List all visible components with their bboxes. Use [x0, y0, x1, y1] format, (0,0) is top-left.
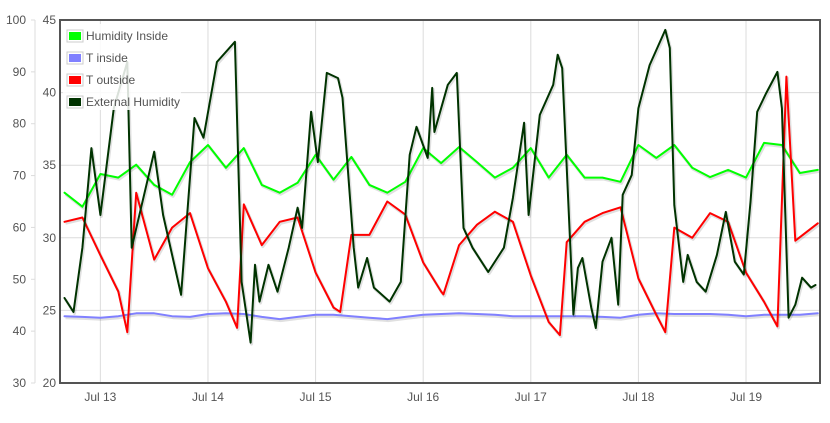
t-outside-line — [63, 75, 819, 337]
humidity-tick-label: 50 — [13, 272, 27, 286]
temperature-axis: 20 25 30 35 40 45 — [43, 13, 57, 390]
external-humidity-line — [63, 28, 817, 344]
legend-label-humidity-inside: Humidity Inside — [86, 29, 168, 43]
plot-frame — [59, 19, 821, 384]
x-axis: Jul 13 Jul 14 Jul 15 Jul 16 Jul 17 Jul 18 Jul … — [84, 390, 762, 404]
humidity-tick-label: 30 — [13, 376, 27, 390]
x-tick-label: Jul 18 — [622, 390, 654, 404]
legend-label-t-outside: T outside — [86, 73, 135, 87]
t-inside-line — [63, 312, 819, 321]
temperature-tick-label: 35 — [43, 158, 57, 172]
x-tick-label: Jul 14 — [192, 390, 224, 404]
x-tick-label: Jul 13 — [84, 390, 116, 404]
humidity-inside-shadow — [64, 142, 820, 210]
humidity-tick-label: 80 — [13, 117, 27, 131]
temperature-tick-label: 20 — [43, 376, 57, 390]
legend-swatch-t-inside — [69, 54, 81, 62]
humidity-tick-label: 100 — [6, 13, 26, 27]
x-tick-label: Jul 16 — [407, 390, 439, 404]
legend-swatch-humidity-inside — [69, 32, 81, 40]
series-group — [63, 28, 820, 346]
x-tick-label: Jul 15 — [300, 390, 332, 404]
humidity-inside-line — [63, 141, 819, 208]
t-inside-shadow — [65, 313, 819, 323]
humidity-tick-label: 90 — [13, 65, 27, 79]
humidity-tick-label: 40 — [13, 324, 27, 338]
legend-swatch-external-humidity — [69, 98, 81, 106]
temperature-tick-label: 25 — [43, 303, 57, 317]
legend-label-t-inside: T inside — [86, 51, 128, 65]
x-tick-label: Jul 19 — [730, 390, 762, 404]
temperature-tick-label: 45 — [43, 13, 57, 27]
temperature-tick-label: 30 — [43, 231, 57, 245]
humidity-axis: 30 40 50 60 70 80 90 100 — [6, 13, 36, 390]
humidity-tick-label: 60 — [13, 220, 27, 234]
x-tick-label: Jul 17 — [515, 390, 547, 404]
t-outside-shadow — [65, 76, 820, 339]
legend-label-external-humidity: External Humidity — [86, 95, 180, 109]
humidity-tick-label: 70 — [13, 169, 27, 183]
legend: Humidity Inside T inside T outside External… — [63, 24, 181, 110]
temperature-tick-label: 40 — [43, 86, 57, 100]
legend-swatch-t-outside — [69, 76, 81, 84]
